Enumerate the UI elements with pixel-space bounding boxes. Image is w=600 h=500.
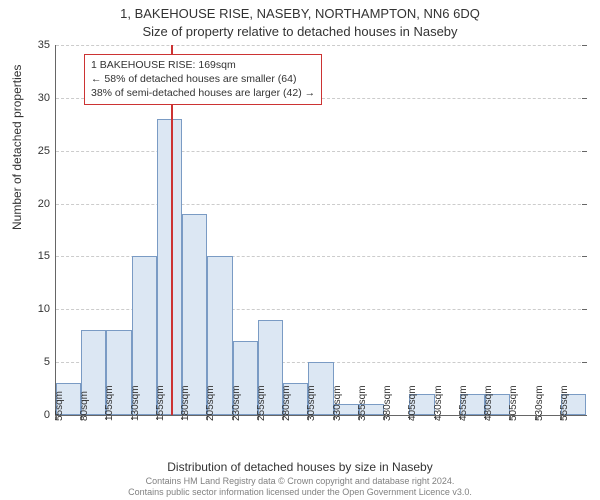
marker-info-box: 1 BAKEHOUSE RISE: 169sqm← 58% of detache… [84,54,322,105]
ytick-label: 10 [38,303,56,315]
xtick-label: 255sqm [256,385,267,421]
footer-attribution: Contains HM Land Registry data © Crown c… [0,476,600,498]
xtick-label: 480sqm [483,385,494,421]
footer-line2: Contains public sector information licen… [0,487,600,498]
ytick-label: 30 [38,92,56,104]
xtick-label: 305sqm [306,385,317,421]
histogram-bar [157,119,182,415]
xtick-label: 55sqm [54,391,65,421]
ytick-mark [582,362,587,363]
info-line1: 1 BAKEHOUSE RISE: 169sqm [91,58,315,72]
ytick-label: 15 [38,250,56,262]
info-line3: 38% of semi-detached houses are larger (… [91,86,315,100]
footer-line1: Contains HM Land Registry data © Crown c… [0,476,600,487]
xtick-label: 330sqm [332,385,343,421]
ytick-label: 25 [38,145,56,157]
grid-line [56,45,586,46]
xtick-label: 280sqm [281,385,292,421]
chart-container: 1, BAKEHOUSE RISE, NASEBY, NORTHAMPTON, … [0,0,600,500]
ytick-label: 5 [44,356,56,368]
x-axis-label: Distribution of detached houses by size … [0,460,600,474]
xtick-label: 80sqm [79,391,90,421]
xtick-label: 455sqm [458,385,469,421]
y-axis-label: Number of detached properties [10,65,24,230]
grid-line [56,151,586,152]
xtick-label: 180sqm [180,385,191,421]
xtick-label: 380sqm [382,385,393,421]
ytick-mark [582,415,587,416]
chart-title-subtitle: Size of property relative to detached ho… [0,24,600,39]
xtick-label: 205sqm [205,385,216,421]
xtick-label: 405sqm [407,385,418,421]
ytick-mark [582,256,587,257]
plot-area: 0510152025303555sqm80sqm105sqm130sqm155s… [55,45,586,416]
xtick-label: 505sqm [508,385,519,421]
ytick-mark [582,98,587,99]
xtick-label: 555sqm [559,385,570,421]
xtick-label: 430sqm [433,385,444,421]
info-line2: ← 58% of detached houses are smaller (64… [91,72,315,86]
xtick-label: 355sqm [357,385,368,421]
ytick-mark [582,45,587,46]
ytick-mark [582,151,587,152]
ytick-label: 20 [38,198,56,210]
grid-line [56,204,586,205]
ytick-mark [582,204,587,205]
ytick-mark [582,309,587,310]
xtick-label: 230sqm [231,385,242,421]
xtick-label: 155sqm [155,385,166,421]
ytick-label: 35 [38,39,56,51]
chart-title-address: 1, BAKEHOUSE RISE, NASEBY, NORTHAMPTON, … [0,6,600,21]
xtick-label: 130sqm [130,385,141,421]
xtick-label: 530sqm [534,385,545,421]
xtick-label: 105sqm [104,385,115,421]
